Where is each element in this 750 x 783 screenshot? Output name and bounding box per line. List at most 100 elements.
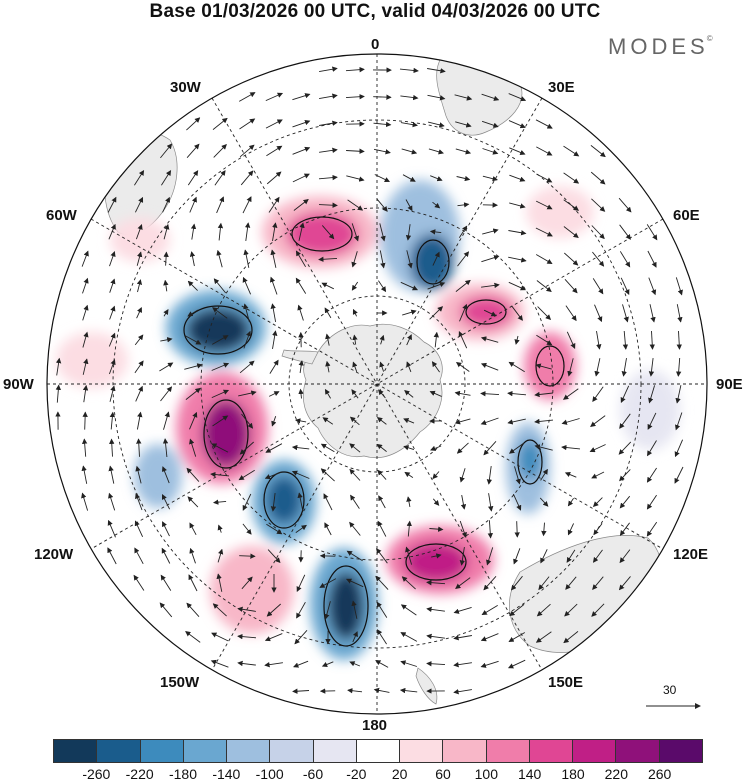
wind-vector (646, 224, 658, 241)
colorbar-cell (313, 740, 357, 762)
map-title: Base 01/03/2026 00 UTC, valid 04/03/2026… (149, 1, 601, 22)
wind-vector (429, 526, 444, 532)
wind-vector (242, 523, 252, 535)
wind-vector (213, 499, 227, 505)
wind-vector (592, 386, 604, 403)
wind-vector (239, 360, 255, 374)
wind-vector (427, 121, 445, 128)
wind-vector (487, 520, 493, 539)
wind-vector (564, 278, 578, 294)
lon-label-60e: 60E (673, 207, 700, 224)
wind-vector (318, 256, 338, 262)
wind-vector (431, 553, 442, 559)
wind-vector (508, 361, 525, 373)
wind-vector (81, 250, 89, 267)
wind-vector (539, 497, 549, 507)
colorbar-tick-label: -60 (302, 766, 324, 782)
wind-vector (618, 441, 632, 455)
wind-vector (321, 661, 334, 667)
wind-vector (399, 67, 419, 74)
wind-vector (429, 306, 444, 320)
wind-vector (211, 362, 230, 371)
wind-vector (216, 249, 223, 268)
wind-vector (564, 603, 578, 617)
wind-vector (349, 521, 361, 536)
wind-vector (187, 309, 199, 317)
positive-anomaly-6 (210, 546, 294, 634)
wind-vector (324, 522, 332, 536)
wind-vector (238, 92, 256, 102)
wind-vector (373, 94, 392, 100)
wind-vector (675, 385, 682, 404)
colorbar-tick-label: 100 (474, 766, 499, 782)
wind-vector (349, 443, 361, 453)
wind-vector (488, 493, 494, 512)
wind-vector (483, 309, 497, 317)
colorbar-cell (400, 740, 444, 762)
wind-vector (297, 492, 304, 511)
wind-vector (243, 330, 252, 349)
colorbar-cell (227, 740, 271, 762)
wind-vector (210, 659, 229, 668)
wind-vector (160, 574, 172, 591)
wind-vector (622, 330, 629, 350)
wind-vector (426, 633, 445, 640)
wind-vector (240, 170, 254, 186)
wind-vector (212, 415, 229, 427)
wind-vector (214, 170, 226, 186)
wind-vector (455, 577, 471, 589)
colorbar-cell (659, 740, 702, 762)
wind-vector (82, 411, 88, 430)
wind-vector (81, 438, 88, 457)
wind-vector (427, 281, 446, 290)
wind-vector (239, 118, 256, 130)
wind-vector (536, 603, 551, 617)
wind-vector (620, 385, 630, 404)
wind-vector (351, 223, 359, 242)
wind-vector (319, 147, 338, 154)
wind-vector (159, 362, 174, 372)
wind-vector (237, 633, 257, 640)
colorbar-cell (356, 740, 401, 762)
wind-vector (379, 250, 386, 269)
wind-vector (514, 466, 521, 485)
wind-vector (507, 659, 526, 669)
wind-vector (264, 471, 283, 480)
wind-vector (211, 443, 229, 453)
wind-vector (242, 493, 252, 511)
wind-vector (135, 465, 142, 484)
wind-vector (351, 281, 359, 291)
wind-vector (646, 467, 657, 483)
new-zealand (415, 667, 438, 705)
wind-vector (349, 416, 360, 426)
wind-vector (373, 121, 392, 128)
wind-vector (457, 251, 470, 267)
wind-vector (109, 411, 116, 430)
positive-anomaly-7 (526, 186, 594, 238)
wind-vector (242, 196, 252, 214)
wind-vector (620, 277, 630, 296)
wind-vector (406, 361, 412, 373)
wind-vector (239, 441, 255, 455)
wind-vector (189, 547, 196, 564)
wind-vector (513, 548, 521, 565)
wind-vector (510, 575, 523, 591)
wind-vector (433, 331, 439, 348)
wind-vector (325, 333, 331, 346)
wind-vector (456, 175, 471, 182)
wind-vector (536, 146, 553, 156)
wind-vector (373, 687, 390, 694)
wind-vector (186, 602, 200, 618)
wind-vector (212, 307, 228, 319)
wind-vector (351, 600, 358, 619)
wind-vector (534, 391, 553, 398)
wind-vector (133, 574, 145, 591)
wind-vector (109, 251, 116, 267)
wind-vector (217, 548, 224, 563)
wind-vector (239, 144, 255, 158)
wind-vector (163, 251, 169, 266)
brand-text: MODES (608, 34, 709, 59)
wind-vector (535, 200, 553, 210)
wind-vector (648, 358, 655, 377)
